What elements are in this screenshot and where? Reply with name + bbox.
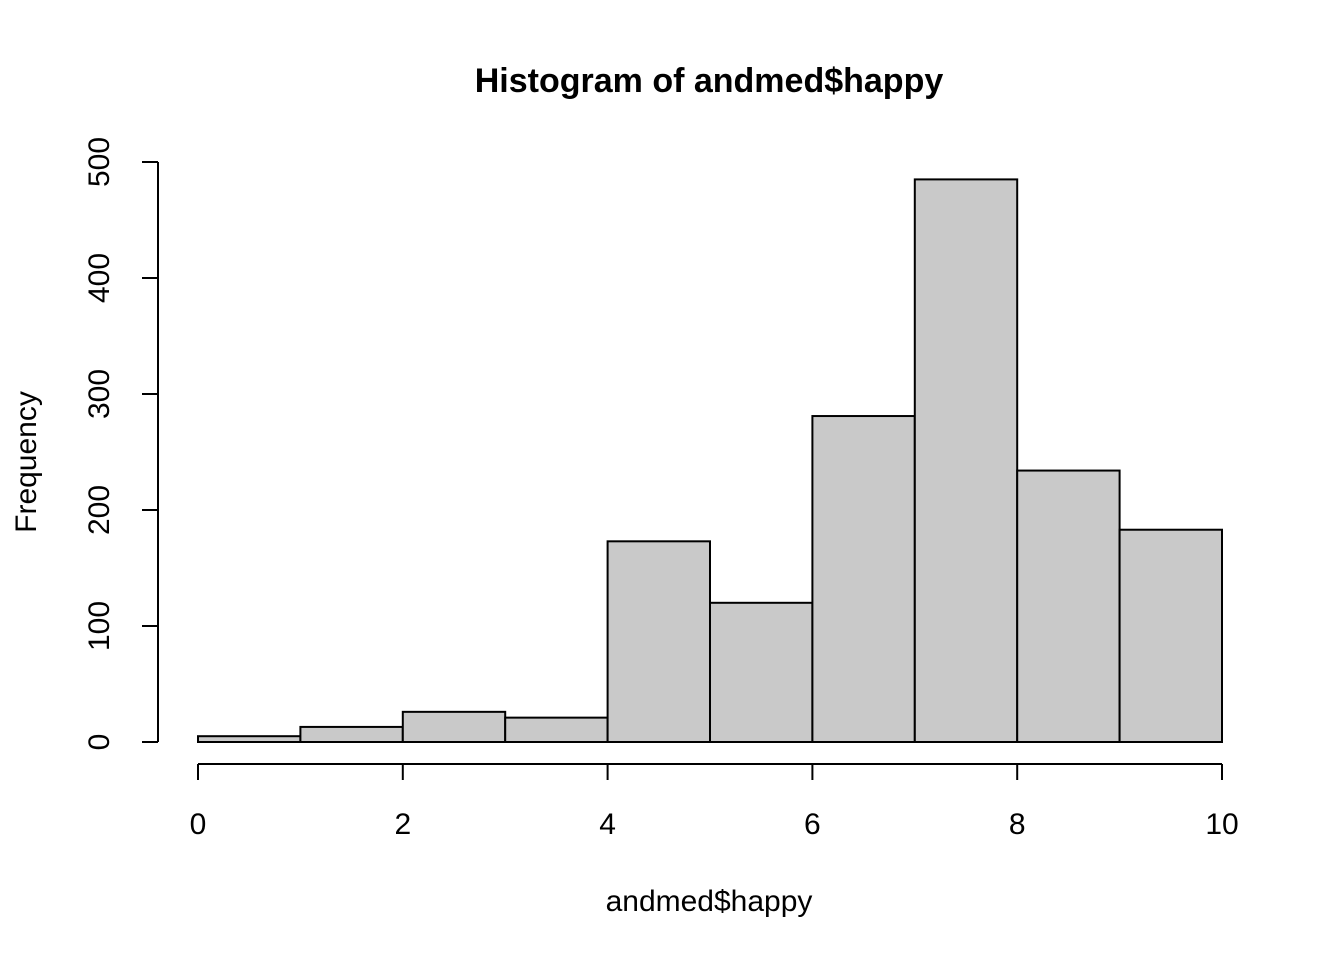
histogram-bar: [197, 735, 302, 744]
histogram-bar: [709, 601, 814, 743]
x-tick-label: 2: [394, 808, 411, 841]
y-axis: 0 100 200 300 400 500: [83, 137, 159, 751]
y-tick-label: 100: [83, 601, 116, 651]
histogram-bar: [299, 725, 404, 743]
y-axis-label: Frequency: [10, 391, 43, 533]
histogram-bar: [606, 540, 711, 743]
x-tick-label: 10: [1205, 808, 1238, 841]
histogram-bar: [401, 710, 507, 744]
x-tick-label: 8: [1009, 808, 1026, 841]
histogram-bar: [504, 716, 609, 744]
chart-title: Histogram of andmed$happy: [475, 62, 944, 100]
y-tick-label: 400: [83, 253, 116, 303]
histogram-bar: [913, 178, 1019, 743]
x-axis: 0 2 4 6 8 10: [190, 763, 1239, 841]
y-tick-label: 200: [83, 485, 116, 535]
histogram-bar: [1016, 469, 1121, 743]
y-tick-label: 300: [83, 369, 116, 419]
histogram-bar: [1118, 528, 1223, 743]
x-tick-label: 0: [190, 808, 207, 841]
histogram-bar: [811, 415, 916, 743]
y-tick-label: 0: [83, 734, 116, 751]
y-tick-label: 500: [83, 137, 116, 187]
x-axis-label: andmed$happy: [606, 885, 813, 918]
x-tick-label: 4: [599, 808, 616, 841]
x-tick-label: 6: [804, 808, 821, 841]
bars-group: [197, 178, 1223, 744]
